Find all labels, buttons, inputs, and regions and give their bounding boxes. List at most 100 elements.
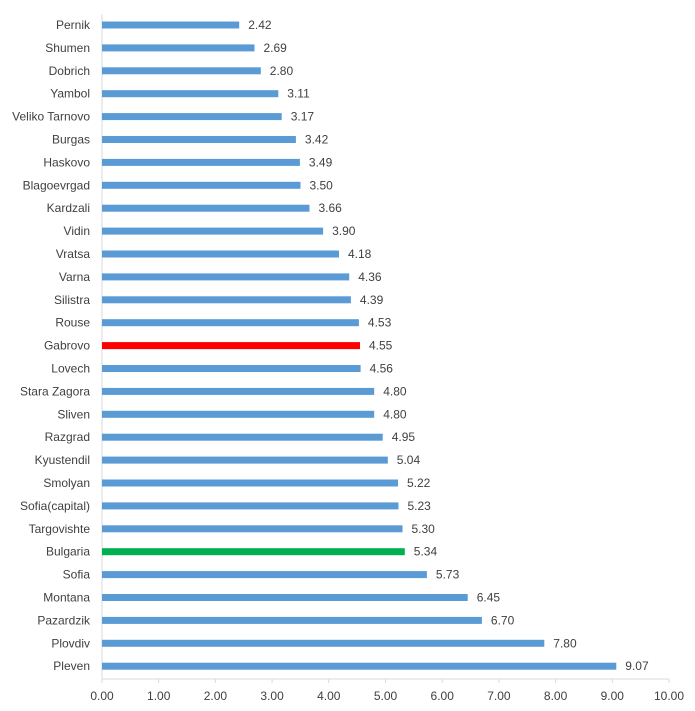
value-label-2: 2.80 [270, 64, 294, 78]
category-label-21: Sofia(capital) [20, 499, 90, 513]
bar-20 [102, 479, 398, 487]
category-label-2: Dobrich [49, 64, 90, 78]
category-label-8: Kardzali [47, 201, 90, 215]
bar-25 [102, 594, 468, 601]
bar-10 [102, 250, 339, 258]
x-tick-label-5: 5.00 [374, 689, 398, 703]
category-label-13: Rouse [55, 316, 90, 330]
x-tick-labels: 0.00 1.00 2.00 3.00 4.00 5.00 6.00 7.00 8.00 9.00… [90, 689, 684, 703]
value-label-4: 3.17 [291, 110, 315, 124]
x-tick-label-7: 7.00 [487, 689, 511, 703]
bar-0 [102, 21, 240, 29]
category-label-11: Varna [59, 270, 90, 284]
bar-1 [102, 44, 255, 52]
category-label-5: Burgas [52, 133, 90, 147]
value-label-27: 7.80 [553, 636, 577, 650]
x-tick-label-0: 0.00 [90, 689, 114, 703]
bar-19 [102, 456, 388, 464]
bars [102, 21, 617, 670]
bar-12 [102, 296, 351, 304]
value-label-11: 4.36 [358, 270, 382, 284]
category-label-27: Plovdiv [51, 636, 90, 650]
value-label-13: 4.53 [368, 316, 392, 330]
bar-18 [102, 433, 383, 441]
bar-11 [102, 273, 350, 281]
value-label-26: 6.70 [491, 613, 515, 627]
x-tick-label-8: 8.00 [544, 689, 568, 703]
bar-28 [102, 662, 617, 670]
value-label-12: 4.39 [360, 293, 384, 307]
value-label-28: 9.07 [625, 659, 649, 673]
value-label-6: 3.49 [309, 155, 333, 169]
category-label-1: Shumen [45, 41, 90, 55]
x-tick-label-1: 1.00 [147, 689, 171, 703]
bar-24 [102, 571, 427, 579]
category-label-22: Targovishte [29, 522, 91, 536]
category-labels: Pernik Shumen Dobrich Yambol Veliko Tarnovo B… [12, 18, 91, 673]
value-label-25: 6.45 [477, 591, 501, 605]
bar-3 [102, 90, 279, 98]
bar-27 [102, 639, 545, 647]
category-label-3: Yambol [50, 87, 90, 101]
value-label-1: 2.69 [264, 41, 288, 55]
category-label-26: Pazardzik [37, 613, 91, 627]
value-label-18: 4.95 [392, 430, 416, 444]
category-label-4: Veliko Tarnovo [12, 110, 90, 124]
category-label-6: Haskovo [43, 155, 90, 169]
bar-7 [102, 181, 301, 189]
category-label-16: Stara Zagora [20, 384, 90, 398]
bar-5 [102, 136, 296, 143]
value-label-5: 3.42 [305, 133, 329, 147]
bar-22 [102, 525, 403, 533]
category-label-20: Smolyan [43, 476, 90, 490]
value-label-7: 3.50 [310, 178, 334, 192]
category-label-19: Kyustendil [35, 453, 90, 467]
category-label-9: Vidin [64, 224, 90, 238]
value-label-15: 4.56 [370, 362, 394, 376]
bar-14 [102, 342, 360, 350]
bar-9 [102, 227, 324, 235]
x-tick-label-10: 10.00 [654, 689, 684, 703]
category-label-15: Lovech [51, 362, 90, 376]
category-label-23: Bulgaria [46, 545, 90, 559]
value-label-3: 3.11 [287, 87, 310, 101]
value-label-10: 4.18 [348, 247, 372, 261]
bar-15 [102, 365, 361, 372]
x-tick-label-3: 3.00 [260, 689, 284, 703]
bar-6 [102, 158, 300, 166]
bar-26 [102, 616, 482, 624]
x-tick-label-2: 2.00 [204, 689, 228, 703]
bar-8 [102, 204, 310, 212]
value-label-16: 4.80 [383, 384, 407, 398]
category-label-18: Razgrad [45, 430, 90, 444]
value-label-22: 5.30 [412, 522, 436, 536]
value-label-19: 5.04 [397, 453, 421, 467]
category-label-14: Gabrovo [44, 339, 90, 353]
bar-17 [102, 410, 375, 418]
category-label-24: Sofia [63, 568, 91, 582]
category-label-10: Vratsa [56, 247, 91, 261]
x-tick-label-9: 9.00 [601, 689, 625, 703]
value-label-20: 5.22 [407, 476, 431, 490]
category-label-7: Blagoevrgad [23, 178, 90, 192]
x-tick-label-6: 6.00 [431, 689, 455, 703]
category-label-25: Montana [43, 591, 90, 605]
bar-23 [102, 548, 405, 556]
x-tick-label-4: 4.00 [317, 689, 341, 703]
category-label-0: Pernik [56, 18, 91, 32]
value-label-21: 5.23 [408, 499, 432, 513]
bar-16 [102, 387, 375, 395]
value-label-17: 4.80 [383, 407, 407, 421]
value-labels: 2.42 2.69 2.80 3.11 3.17 3.42 3.49 3.50 3.66 3.90… [248, 18, 649, 673]
value-label-14: 4.55 [369, 339, 393, 353]
value-label-24: 5.73 [436, 568, 460, 582]
category-label-17: Sliven [57, 407, 90, 421]
value-label-0: 2.42 [248, 18, 272, 32]
bar-21 [102, 502, 399, 510]
value-label-9: 3.90 [332, 224, 356, 238]
category-label-28: Pleven [53, 659, 90, 673]
bar-2 [102, 67, 261, 75]
bar-4 [102, 113, 282, 121]
bar-13 [102, 319, 359, 327]
